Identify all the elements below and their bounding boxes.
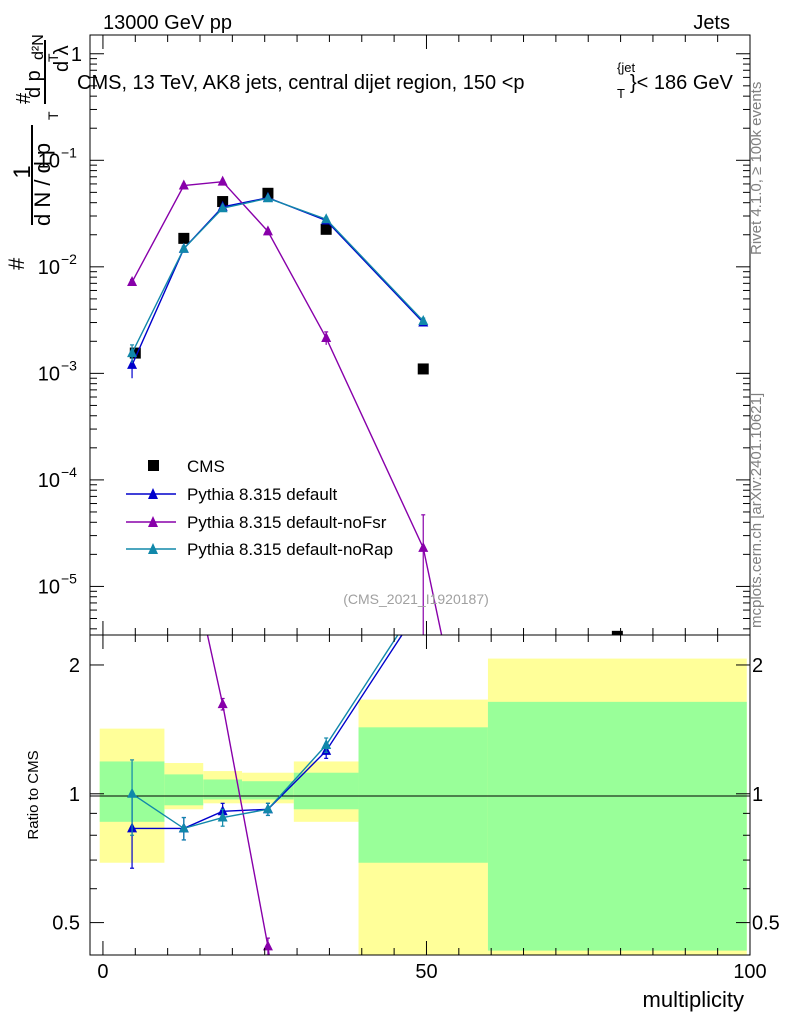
inner-uncertainty-band <box>203 779 243 800</box>
legend-label-nofsr: Pythia 8.315 default-noFsr <box>187 513 387 532</box>
y-tick-label: 10 <box>38 150 60 172</box>
y-tick-label: 10 <box>38 576 60 598</box>
series-marker <box>418 541 429 552</box>
ylabel-denominator: d N / d p <box>30 143 55 226</box>
series-marker <box>178 179 189 190</box>
series-line-2 <box>131 180 443 635</box>
ratio-line-1 <box>206 635 270 955</box>
legend-marker-nofsr <box>148 516 158 527</box>
main-y-ticks: 10 −510 −410 −310 −210 −11 <box>38 44 750 630</box>
y-tick-exponent: −1 <box>61 144 77 160</box>
rivet-version-note: Rivet 4.1.0, ≥ 100k events <box>748 82 765 255</box>
series-marker <box>262 225 273 236</box>
ratio-y-tick-label-right: 2 <box>752 655 763 677</box>
ratio-marker <box>217 698 228 709</box>
x-tick-label: 50 <box>415 961 437 983</box>
main-y-axis-label: 1 # d N / d p T # d p T d²N d λ <box>4 34 73 270</box>
legend-marker-cms <box>148 460 159 471</box>
y-tick-exponent: −3 <box>61 357 77 373</box>
ratio-marker <box>127 787 138 798</box>
legend: CMS Pythia 8.315 default Pythia 8.315 de… <box>126 457 393 559</box>
x-tick-label: 100 <box>733 961 766 983</box>
ratio-marker <box>178 822 189 833</box>
ylabel-dlambda: d λ <box>51 45 73 72</box>
header-energy: 13000 GeV pp <box>103 12 232 34</box>
ylabel-d2n: d²N <box>30 34 47 60</box>
ylabel-hash: # <box>13 92 35 104</box>
ylabel-dn-dpt: # <box>4 257 29 270</box>
main-x-ticks <box>102 35 751 635</box>
legend-label-norap: Pythia 8.315 default-noRap <box>187 540 393 559</box>
ratio-y-tick-label: 1 <box>69 784 80 806</box>
y-tick-exponent: −4 <box>61 464 77 480</box>
ratio-y-tick-label: 2 <box>69 655 80 677</box>
ratio-series <box>127 635 403 955</box>
header-category: Jets <box>693 12 730 34</box>
series-marker <box>321 331 332 342</box>
inner-uncertainty-band <box>293 772 359 810</box>
series-marker <box>418 315 429 326</box>
cms-data-point <box>611 630 623 635</box>
ratio-marker <box>217 811 228 822</box>
y-tick-label: 10 <box>38 363 60 385</box>
y-tick-label: 10 <box>38 257 60 279</box>
series-marker <box>127 358 138 369</box>
series-marker <box>127 276 138 287</box>
inner-uncertainty-band <box>358 727 488 863</box>
series-marker <box>262 192 273 203</box>
ylabel-one: 1 <box>9 165 36 178</box>
ratio-marker <box>262 940 273 951</box>
chart-title: CMS, 13 TeV, AK8 jets, central dijet reg… <box>77 60 734 101</box>
series-line-3 <box>131 197 424 354</box>
legend-marker-default <box>148 488 158 499</box>
ylabel-t-sub-2: T <box>45 53 61 62</box>
ratio-y-tick-label-right: 0.5 <box>752 913 780 935</box>
series-marker <box>217 202 228 213</box>
legend-marker-norap <box>148 543 158 554</box>
mcplots-note: mcplots.cern.ch [arXiv:2401.10621] <box>748 393 765 628</box>
cms-data-point <box>129 347 141 359</box>
ratio-marker <box>321 739 332 750</box>
x-axis-label: multiplicity <box>643 987 744 1012</box>
x-tick-label: 0 <box>97 961 108 983</box>
analysis-watermark: (CMS_2021_I1920187) <box>343 591 489 607</box>
legend-label-default: Pythia 8.315 default <box>187 485 338 504</box>
y-tick-exponent: −5 <box>61 570 77 586</box>
y-tick-exponent: −2 <box>61 251 77 267</box>
ratio-line-2 <box>131 635 399 830</box>
y-tick-label: 1 <box>71 44 82 66</box>
series-marker <box>127 347 138 358</box>
title-superscript: {jet <box>617 60 635 75</box>
inner-uncertainty-band <box>164 774 204 806</box>
title-end: }< 186 GeV <box>630 72 734 94</box>
cms-data-point <box>320 223 332 235</box>
ratio-y-axis-label: Ratio to CMS <box>25 750 42 839</box>
series-marker <box>321 213 332 224</box>
ratio-y-tick-label-right: 1 <box>752 784 763 806</box>
ratio-uncertainty-bands <box>99 658 747 955</box>
ratio-marker <box>262 803 273 814</box>
ratio-line-0 <box>132 635 403 830</box>
cms-data-point <box>178 232 190 244</box>
y-tick-label: 10 <box>38 470 60 492</box>
ratio-x-ticks: 0 50 100 <box>97 635 767 983</box>
series-marker <box>178 242 189 253</box>
cms-data-point <box>417 363 429 375</box>
inner-uncertainty-band <box>487 701 747 951</box>
title-subscript: T <box>617 86 625 101</box>
series-line-1 <box>131 197 424 366</box>
title-main: CMS, 13 TeV, AK8 jets, central dijet reg… <box>77 72 525 94</box>
legend-label-cms: CMS <box>187 457 225 476</box>
ylabel-t-sub: T <box>45 111 61 120</box>
ratio-y-tick-label: 0.5 <box>52 913 80 935</box>
series-marker <box>217 175 228 186</box>
ratio-y-ticks: 0.5 0.5 1 1 2 2 <box>52 655 780 935</box>
main-series <box>127 175 623 635</box>
ylabel-dpt: d p <box>23 70 45 98</box>
ratio-panel-frame <box>89 634 751 956</box>
